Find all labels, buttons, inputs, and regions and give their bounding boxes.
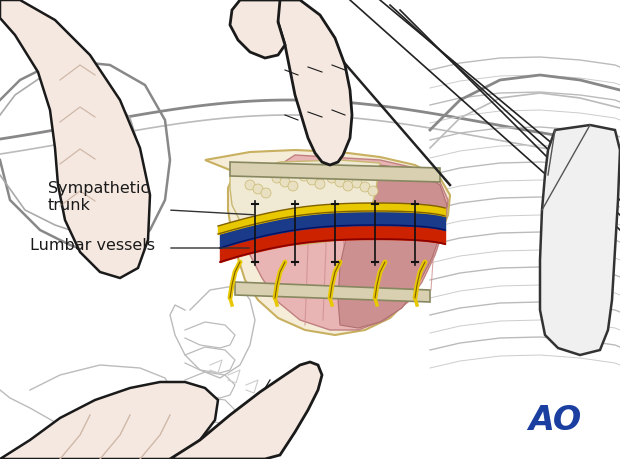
Circle shape <box>245 180 255 190</box>
Circle shape <box>327 173 337 183</box>
Polygon shape <box>170 362 322 459</box>
Polygon shape <box>230 162 440 182</box>
Circle shape <box>315 179 325 189</box>
Circle shape <box>368 186 378 196</box>
Polygon shape <box>338 165 447 328</box>
Circle shape <box>261 188 271 198</box>
Circle shape <box>299 171 309 181</box>
Polygon shape <box>230 160 380 245</box>
Circle shape <box>335 177 345 187</box>
Polygon shape <box>0 382 218 459</box>
Polygon shape <box>540 125 620 355</box>
Text: AO: AO <box>528 403 582 437</box>
Circle shape <box>280 177 290 187</box>
Polygon shape <box>235 282 430 302</box>
Polygon shape <box>230 0 285 58</box>
Text: Sympathetic
trunk: Sympathetic trunk <box>48 181 149 213</box>
Circle shape <box>272 173 282 183</box>
Polygon shape <box>275 0 352 165</box>
Circle shape <box>343 181 353 191</box>
Polygon shape <box>205 150 450 335</box>
Circle shape <box>352 178 362 188</box>
Circle shape <box>253 184 263 194</box>
Circle shape <box>360 182 370 192</box>
Polygon shape <box>248 155 448 330</box>
Circle shape <box>307 175 317 185</box>
Circle shape <box>288 181 298 191</box>
Text: Lumbar vessels: Lumbar vessels <box>30 237 155 252</box>
Polygon shape <box>0 0 150 278</box>
